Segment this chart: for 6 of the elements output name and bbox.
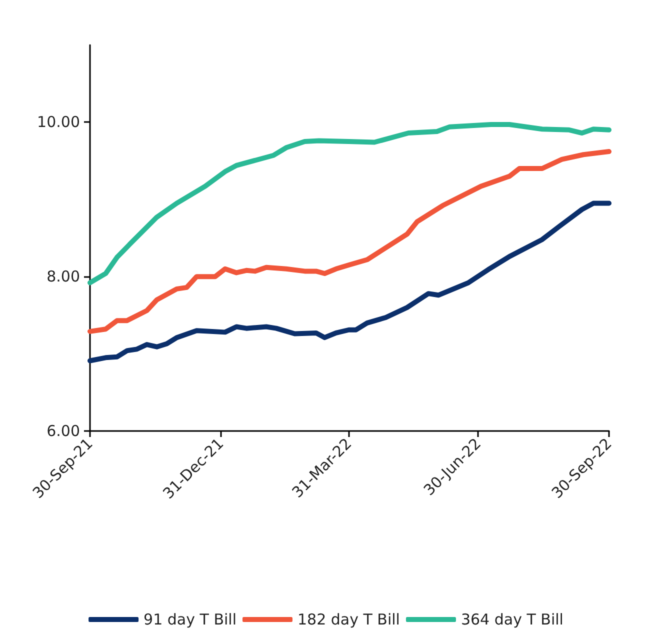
y-tick-label: 8.00 [46, 268, 80, 286]
legend-label: 364 day T Bill [460, 610, 564, 628]
legend-label: 182 day T Bill [297, 610, 400, 628]
legend-label: 91 day T Bill [144, 610, 236, 628]
y-tick-label: 6.00 [46, 422, 80, 440]
y-tick-label: 10.00 [37, 113, 80, 132]
